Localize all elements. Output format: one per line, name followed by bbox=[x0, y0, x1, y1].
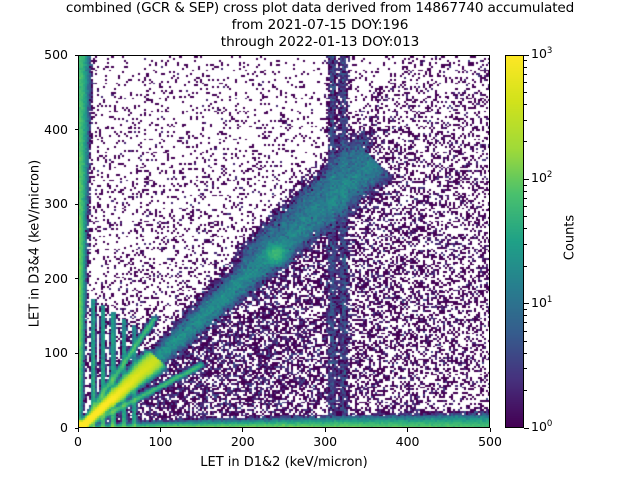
colorbar-major-tick bbox=[524, 427, 529, 429]
x-axis-tick-label: 400 bbox=[395, 434, 420, 449]
colorbar-minor-tick bbox=[524, 368, 528, 370]
x-axis-tick bbox=[242, 428, 244, 432]
colorbar-minor-tick bbox=[524, 60, 528, 62]
x-axis-tick bbox=[159, 428, 161, 432]
x-axis-label: LET in D1&2 (keV/micron) bbox=[200, 455, 368, 470]
x-axis-tick-label: 0 bbox=[74, 434, 82, 449]
colorbar-minor-tick bbox=[524, 206, 528, 208]
y-axis-tick bbox=[74, 54, 78, 56]
x-axis-tick bbox=[489, 428, 491, 432]
colorbar-major-tick bbox=[524, 54, 529, 56]
y-axis-tick-label: 300 bbox=[44, 196, 68, 212]
colorbar-minor-tick bbox=[524, 308, 528, 310]
colorbar-minor-tick bbox=[524, 91, 528, 93]
colorbar-major-tick bbox=[524, 178, 529, 180]
y-axis-tick bbox=[74, 352, 78, 354]
colorbar-minor-tick bbox=[524, 190, 528, 192]
x-axis-tick-label: 500 bbox=[478, 434, 502, 449]
colorbar-minor-tick bbox=[524, 340, 528, 342]
colorbar-tick-label: 101 bbox=[531, 294, 553, 310]
colorbar-minor-tick bbox=[524, 198, 528, 200]
figure-title-line-3: through 2022-01-13 DOY:013 bbox=[220, 34, 420, 50]
x-axis-tick bbox=[324, 428, 326, 432]
colorbar-minor-tick bbox=[524, 216, 528, 218]
y-axis-tick bbox=[74, 278, 78, 280]
colorbar-tick-label: 103 bbox=[531, 45, 553, 61]
colorbar bbox=[505, 55, 524, 428]
plot-area bbox=[78, 55, 490, 428]
y-axis-tick-label: 200 bbox=[44, 270, 68, 286]
colorbar-minor-tick bbox=[524, 82, 528, 84]
colorbar-minor-tick bbox=[524, 119, 528, 121]
colorbar-label: Counts bbox=[562, 214, 578, 261]
colorbar-minor-tick bbox=[524, 330, 528, 332]
y-axis-label: LET in D3&4 (keV/micron) bbox=[27, 159, 43, 328]
x-axis-tick-label: 200 bbox=[230, 434, 255, 449]
colorbar-minor-tick bbox=[524, 390, 528, 392]
colorbar-minor-tick bbox=[524, 141, 528, 143]
colorbar-gradient bbox=[506, 56, 523, 427]
colorbar-minor-tick bbox=[524, 265, 528, 267]
colorbar-minor-tick bbox=[524, 352, 528, 354]
scatter-heatmap bbox=[79, 56, 489, 427]
colorbar-major-tick bbox=[524, 303, 529, 305]
y-axis-tick bbox=[74, 129, 78, 131]
colorbar-minor-tick bbox=[524, 184, 528, 186]
y-axis-tick-label: 500 bbox=[44, 47, 68, 62]
figure-title-line-1: combined (GCR & SEP) cross plot data der… bbox=[65, 0, 575, 16]
x-axis-tick bbox=[407, 428, 409, 432]
y-axis-tick-label: 400 bbox=[44, 121, 68, 137]
y-axis-tick bbox=[74, 203, 78, 205]
y-axis-tick bbox=[74, 427, 78, 429]
colorbar-minor-tick bbox=[524, 243, 528, 245]
colorbar-tick-label: 100 bbox=[531, 418, 553, 434]
colorbar-minor-tick bbox=[524, 228, 528, 230]
x-axis-tick bbox=[77, 428, 79, 432]
colorbar-minor-tick bbox=[524, 103, 528, 105]
colorbar-minor-tick bbox=[524, 73, 528, 75]
figure-title-line-2: from 2021-07-15 DOY:196 bbox=[231, 17, 409, 33]
y-axis-tick-label: 0 bbox=[60, 420, 68, 435]
x-axis-tick-label: 100 bbox=[148, 434, 173, 449]
y-axis-tick-label: 100 bbox=[44, 345, 68, 361]
colorbar-minor-tick bbox=[524, 315, 528, 317]
colorbar-minor-tick bbox=[524, 66, 528, 68]
colorbar-tick-label: 102 bbox=[531, 170, 553, 186]
x-axis-tick-label: 300 bbox=[313, 434, 338, 449]
figure-title: combined (GCR & SEP) cross plot data der… bbox=[0, 0, 640, 51]
colorbar-minor-tick bbox=[524, 322, 528, 324]
